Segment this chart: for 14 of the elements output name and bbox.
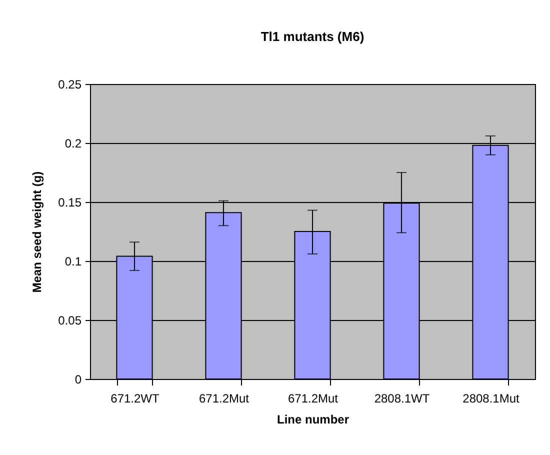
x-tick-label: 671.2Mut [288, 392, 339, 406]
y-tick-label: 0 [74, 372, 82, 386]
x-tick-label: 2808.1WT [374, 392, 430, 406]
x-tick-label: 671.2Mut [198, 392, 250, 406]
y-tick-label: 0.05 [58, 314, 82, 328]
y-tick-label: 0.1 [64, 254, 82, 268]
y-axis-title: Mean seed weight (g) [30, 171, 44, 293]
y-tick-label: 0.2 [64, 136, 82, 150]
x-axis-title: Line number [276, 412, 350, 426]
x-tick-label: 2808.1Mut [462, 392, 520, 406]
x-tick-label: 671.2WT [110, 392, 160, 406]
chart-title: Tl1 mutants (M6) [260, 29, 364, 44]
y-tick-label: 0.15 [58, 196, 82, 210]
y-tick-label: 0.25 [58, 78, 82, 92]
